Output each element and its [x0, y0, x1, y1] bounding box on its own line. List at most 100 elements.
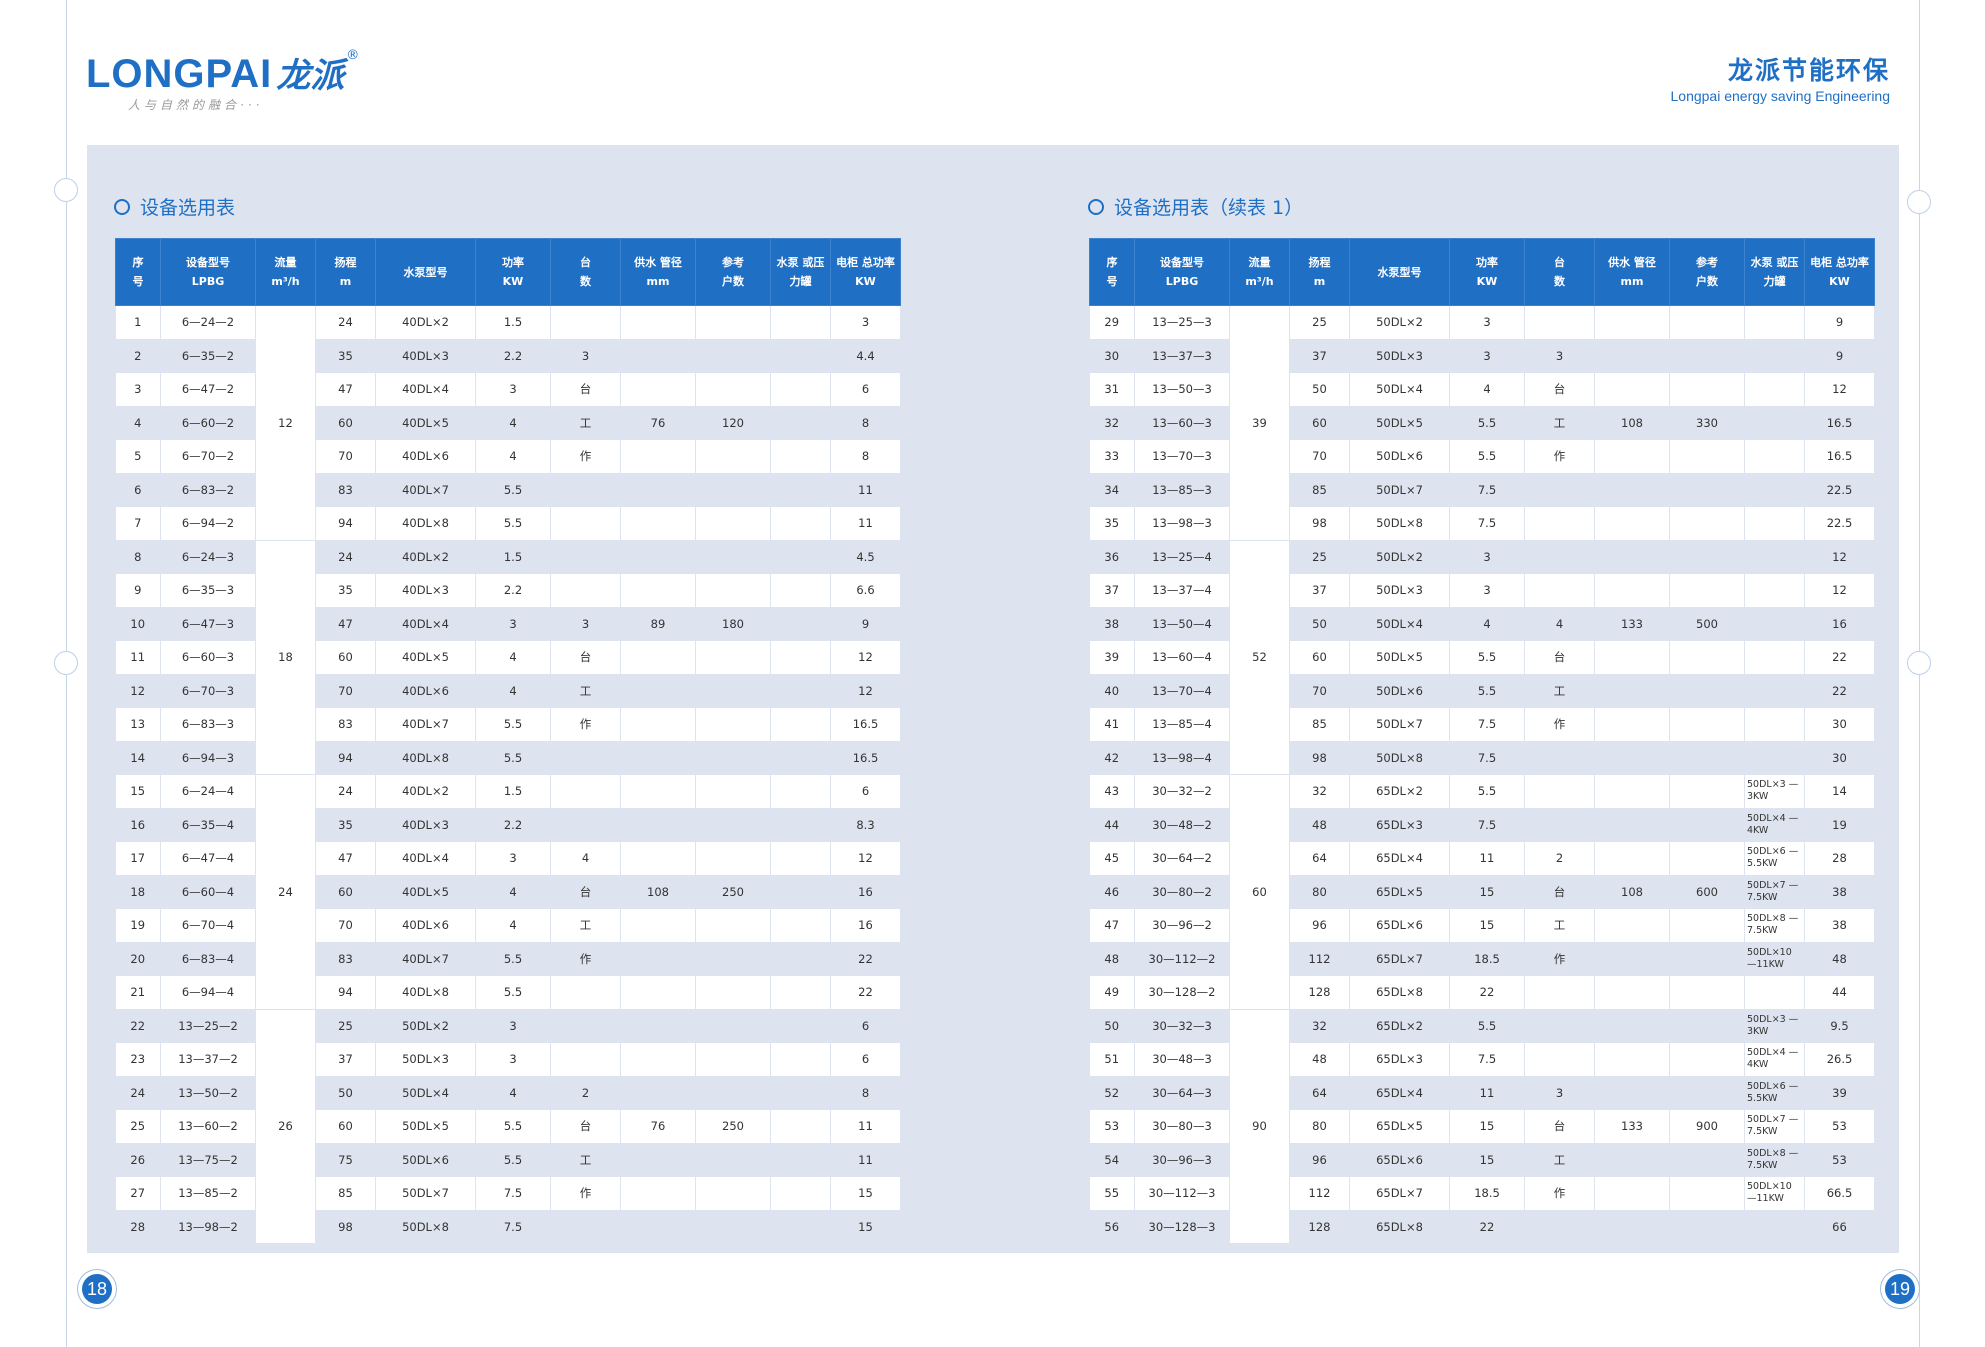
cell-no: 49: [1089, 975, 1135, 1010]
cell-model: 30—64—3: [1134, 1076, 1230, 1110]
cell-head: 47: [315, 841, 376, 876]
cell-pump: 65DL×2: [1349, 774, 1450, 809]
column-header-top: 流量: [1248, 256, 1271, 269]
cell-cabinet: 53: [1804, 1109, 1875, 1144]
cell-model: 13—98—2: [160, 1210, 256, 1244]
cell-power: 5.5: [1449, 1009, 1525, 1043]
cell-cabinet: 66: [1804, 1210, 1875, 1244]
table-row: 30 13—37—3 37 50DL×3 3 3 9: [1089, 339, 1875, 373]
cell-no: 5: [115, 439, 161, 474]
cell-pipe: [1594, 473, 1670, 507]
cell-model: 13—75—2: [160, 1143, 256, 1177]
cell-head: 64: [1289, 1076, 1350, 1110]
cell-units: [550, 1042, 621, 1077]
cell-pipe: [620, 741, 696, 775]
cell-no: 22: [115, 1009, 161, 1043]
table-row: 45 30—64—2 64 65DL×4 11 2 50DL×6 —5.5KW 28: [1089, 841, 1875, 876]
cell-flow: 12: [255, 305, 316, 541]
cell-model: 13—98—4: [1134, 741, 1230, 775]
cell-power: 22: [1449, 975, 1525, 1010]
cell-no: 47: [1089, 908, 1135, 943]
cell-households: [1669, 908, 1745, 943]
cell-units: 工: [1524, 406, 1595, 440]
cell-households: [695, 339, 771, 373]
cell-units: 作: [1524, 942, 1595, 976]
cell-units: [1524, 1042, 1595, 1077]
cell-no: 26: [115, 1143, 161, 1177]
cell-head: 60: [1289, 406, 1350, 440]
cell-pipe: [1594, 908, 1670, 943]
column-header-units: 台数: [1524, 238, 1595, 306]
cell-no: 55: [1089, 1176, 1135, 1211]
cell-power: 7.5: [1449, 741, 1525, 775]
logo-wordmark: LONGPAI: [86, 52, 273, 96]
cell-units: 台: [550, 875, 621, 909]
cell-cabinet: 16.5: [1804, 406, 1875, 440]
cell-power: 7.5: [1449, 808, 1525, 842]
column-header-top: 参考: [1696, 256, 1718, 269]
column-header-bottom: mm: [646, 275, 670, 288]
cell-cabinet: 16.5: [830, 707, 901, 742]
column-header-bottom: m: [339, 275, 352, 288]
cell-households: 330: [1669, 406, 1745, 440]
cell-pump: 50DL×4: [1349, 372, 1450, 407]
cell-model: 30—128—2: [1134, 975, 1230, 1010]
cell-households: [695, 439, 771, 474]
cell-tank: 50DL×8 —7.5KW: [1744, 1143, 1805, 1177]
cell-households: [1669, 305, 1745, 340]
cell-model: 13—70—4: [1134, 674, 1230, 708]
cell-power: 4: [475, 674, 551, 708]
cell-pipe: [1594, 1143, 1670, 1177]
cell-tank: [770, 439, 831, 474]
column-header-top: 台: [580, 256, 591, 269]
tank-note: 50DL×8 —7.5KW: [1747, 1147, 1799, 1171]
cell-power: 3: [1449, 540, 1525, 574]
cell-model: 6—35—4: [160, 808, 256, 842]
cell-pipe: 76: [620, 406, 696, 440]
table-row: 16 6—35—4 35 40DL×3 2.2 8.3: [115, 808, 901, 842]
cell-no: 25: [115, 1109, 161, 1144]
cell-cabinet: 8: [830, 439, 901, 474]
cell-pump: 65DL×2: [1349, 1009, 1450, 1043]
cell-units: [550, 741, 621, 775]
cell-units: 作: [1524, 439, 1595, 474]
cell-pipe: [620, 372, 696, 407]
cell-model: 6—83—4: [160, 942, 256, 976]
cell-cabinet: 12: [830, 674, 901, 708]
cell-model: 6—60—4: [160, 875, 256, 909]
cell-households: [1669, 841, 1745, 876]
column-header-flow: 流量 m³/h: [255, 238, 316, 306]
cell-cabinet: 38: [1804, 875, 1875, 909]
cell-head: 112: [1289, 942, 1350, 976]
cell-cabinet: 11: [830, 1143, 901, 1177]
cell-head: 83: [315, 473, 376, 507]
cell-cabinet: 12: [1804, 372, 1875, 407]
cell-tank: 50DL×4 —4KW: [1744, 1042, 1805, 1077]
cell-tank: [770, 1076, 831, 1110]
cell-pump: 40DL×4: [375, 607, 476, 641]
cell-model: 13—85—3: [1134, 473, 1230, 507]
cell-no: 30: [1089, 339, 1135, 373]
cell-pump: 50DL×2: [1349, 540, 1450, 574]
column-header-model: 设备型号 LPBG: [1134, 238, 1230, 306]
cell-head: 60: [315, 640, 376, 675]
column-header-top: 电柜 总功率: [836, 256, 895, 269]
cell-tank: [770, 1042, 831, 1077]
cell-tank: [770, 841, 831, 876]
column-header-top: 设备型号: [1160, 256, 1204, 269]
table-row: 18 6—60—4 60 40DL×5 4 台 108 250 16: [115, 875, 901, 909]
column-header-no: 序号: [115, 238, 161, 306]
cell-pump: 40DL×6: [375, 674, 476, 708]
cell-model: 30—96—2: [1134, 908, 1230, 943]
cell-power: 5.5: [475, 506, 551, 541]
cell-model: 6—24—4: [160, 774, 256, 809]
table-row: 8 6—24—3 18 24 40DL×2 1.5 4.5: [115, 540, 901, 775]
cell-households: [1669, 573, 1745, 608]
cell-power: 5.5: [475, 741, 551, 775]
cell-cabinet: 16: [830, 908, 901, 943]
cell-no: 50: [1089, 1009, 1135, 1043]
cell-pipe: [1594, 506, 1670, 541]
cell-units: 工: [1524, 908, 1595, 943]
tank-note: 50DL×4 —4KW: [1747, 1047, 1799, 1071]
cell-units: 3: [1524, 1076, 1595, 1110]
